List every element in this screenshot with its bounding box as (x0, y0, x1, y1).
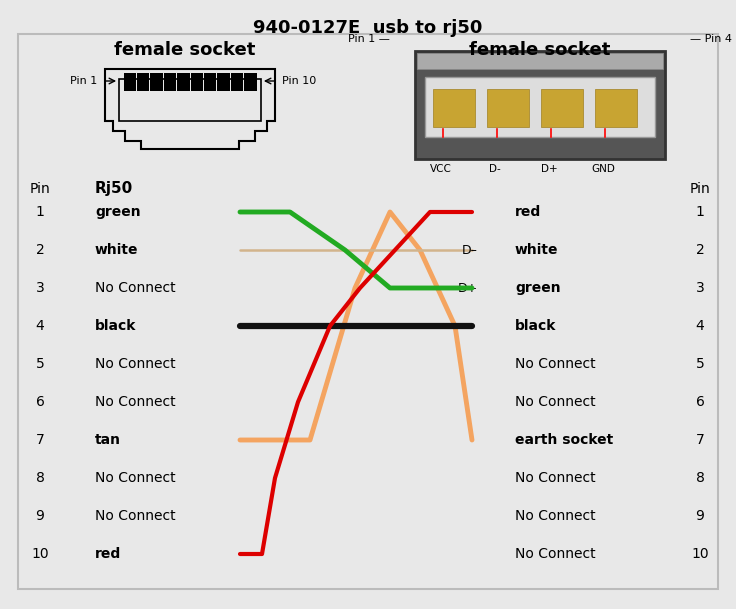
Text: No Connect: No Connect (95, 471, 176, 485)
Bar (230, 73, 243, 91)
Bar (119, 79, 261, 121)
Text: Pin 1: Pin 1 (70, 76, 97, 86)
Text: 1: 1 (696, 205, 704, 219)
Text: 6: 6 (696, 395, 704, 409)
Text: 2: 2 (35, 243, 44, 257)
Text: 2: 2 (696, 243, 704, 257)
Bar (150, 73, 163, 91)
Text: No Connect: No Connect (515, 395, 595, 409)
Text: 5: 5 (35, 357, 44, 371)
Bar (433, 89, 475, 127)
Bar (487, 89, 529, 127)
Bar (541, 89, 583, 127)
Bar (137, 73, 149, 91)
Text: black: black (515, 319, 556, 333)
Text: green: green (95, 205, 141, 219)
Text: No Connect: No Connect (95, 509, 176, 523)
Bar (417, 53, 663, 69)
Bar (204, 73, 216, 91)
Text: female socket: female socket (114, 41, 255, 59)
Text: white: white (515, 243, 559, 257)
Text: Rj50: Rj50 (95, 181, 133, 197)
Bar (244, 73, 257, 91)
Text: Pin: Pin (690, 182, 710, 196)
Text: No Connect: No Connect (515, 509, 595, 523)
Text: No Connect: No Connect (515, 547, 595, 561)
Text: D+: D+ (458, 281, 478, 295)
Bar (177, 73, 189, 91)
Text: red: red (515, 205, 541, 219)
Bar (595, 89, 637, 127)
Text: 4: 4 (696, 319, 704, 333)
Text: 1: 1 (35, 205, 44, 219)
Text: red: red (95, 547, 121, 561)
Text: 10: 10 (31, 547, 49, 561)
Text: D–: D– (462, 244, 478, 256)
Text: No Connect: No Connect (95, 357, 176, 371)
Text: D+: D+ (541, 164, 557, 174)
Text: 7: 7 (35, 433, 44, 447)
Bar (163, 73, 176, 91)
Text: No Connect: No Connect (95, 281, 176, 295)
Text: female socket: female socket (470, 41, 611, 59)
Text: 9: 9 (35, 509, 44, 523)
Text: 6: 6 (35, 395, 44, 409)
Text: — Pin 4: — Pin 4 (690, 34, 732, 44)
Text: 5: 5 (696, 357, 704, 371)
Text: tan: tan (95, 433, 121, 447)
Text: No Connect: No Connect (515, 471, 595, 485)
Bar (191, 73, 203, 91)
Bar (217, 73, 230, 91)
Text: green: green (515, 281, 561, 295)
Text: GND: GND (591, 164, 615, 174)
Text: black: black (95, 319, 136, 333)
Text: 9: 9 (696, 509, 704, 523)
Text: 10: 10 (691, 547, 709, 561)
Text: 3: 3 (696, 281, 704, 295)
Bar (415, 51, 665, 159)
Text: No Connect: No Connect (515, 357, 595, 371)
Text: 8: 8 (696, 471, 704, 485)
Text: white: white (95, 243, 138, 257)
Text: No Connect: No Connect (95, 395, 176, 409)
Text: 8: 8 (35, 471, 44, 485)
Bar (425, 77, 655, 137)
Text: earth socket: earth socket (515, 433, 613, 447)
Text: VCC: VCC (430, 164, 452, 174)
Text: 4: 4 (35, 319, 44, 333)
Bar (124, 73, 136, 91)
Text: Pin 1 —: Pin 1 — (348, 34, 390, 44)
Text: Pin: Pin (29, 182, 50, 196)
Text: 7: 7 (696, 433, 704, 447)
Text: 940-0127E  usb to rj50: 940-0127E usb to rj50 (253, 19, 483, 37)
Text: 3: 3 (35, 281, 44, 295)
Text: Pin 10: Pin 10 (282, 76, 316, 86)
Text: D-: D- (489, 164, 501, 174)
